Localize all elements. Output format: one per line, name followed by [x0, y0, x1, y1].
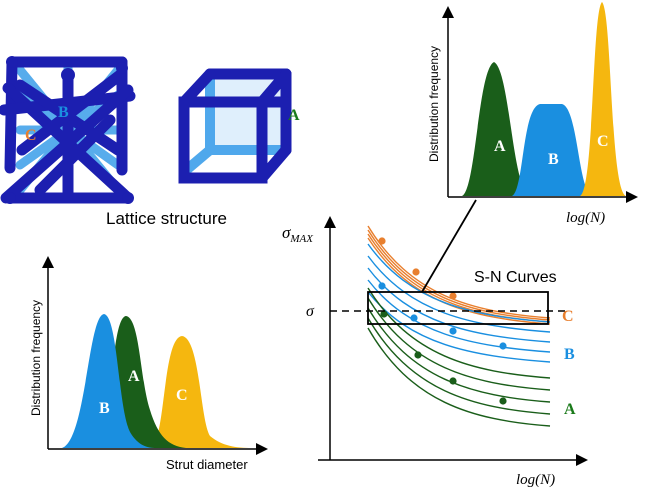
sn-title: S-N Curves: [474, 269, 557, 286]
sn-x-label: log(N): [516, 472, 555, 488]
sn-curve-a: [367, 317, 551, 415]
sn-point-b: [499, 342, 507, 350]
dist-top-peak-c: [580, 2, 626, 196]
dist-top-y-label: Distribution frequency: [427, 46, 441, 162]
lattice-label-c: C: [25, 127, 37, 144]
sn-curve-b: [367, 291, 551, 363]
dist-top-curves: [462, 2, 626, 196]
sn-y-label: σMAX: [282, 223, 314, 245]
sn-point-b: [449, 327, 457, 335]
sn-label-b: B: [564, 346, 575, 363]
sn-point-c: [449, 292, 457, 300]
lattice-cell-cube: A: [178, 68, 300, 184]
sn-curve-b: [367, 243, 551, 323]
sn-point-b: [410, 314, 418, 322]
sn-curve-b: [367, 255, 551, 333]
sn-curve-c: [367, 225, 551, 319]
sn-curve-b: [367, 279, 551, 353]
dist-top-label-c: C: [597, 133, 609, 150]
dist-bottom-peak-c: [150, 336, 252, 448]
dist-bottom-label-b: B: [99, 400, 110, 417]
lattice-label-a: A: [288, 107, 300, 124]
dist-top-peak-a: [462, 62, 530, 196]
sn-point-a: [449, 377, 457, 385]
sn-curve-a: [367, 327, 551, 427]
zoom-connector-left: [421, 199, 477, 293]
lattice-cell-complex: B C: [0, 56, 136, 204]
sn-curve-c: [367, 229, 551, 321]
sn-point-a: [499, 397, 507, 405]
sn-point-c: [378, 237, 386, 245]
sn-curve-a: [367, 307, 551, 403]
dist-top-label-b: B: [548, 151, 559, 168]
dist-top-peak-b: [512, 104, 592, 196]
sn-curves: [367, 225, 551, 427]
dist-top-x-label: log(N): [566, 210, 605, 226]
sn-point-a: [414, 351, 422, 359]
sn-point-b: [378, 282, 386, 290]
dist-bottom-peak-b: [62, 314, 156, 448]
sn-label-c: C: [562, 308, 574, 325]
sn-sigma-label: σ: [306, 303, 315, 320]
sn-label-a: A: [564, 401, 576, 418]
zoom-window: [367, 291, 549, 325]
lattice-label-b: B: [58, 104, 69, 121]
dist-bottom-panel: B A C Distribution frequency Strut diame…: [29, 256, 268, 472]
dist-bottom-label-c: C: [176, 387, 188, 404]
dist-top-label-a: A: [494, 138, 506, 155]
sn-panel: σMAX σ S-N Curves log(N) C B A: [282, 199, 588, 488]
lattice-caption: Lattice structure: [106, 209, 227, 228]
sn-curve-a: [367, 297, 551, 391]
dist-bottom-label-a: A: [128, 368, 140, 385]
dist-bottom-curves: [62, 314, 252, 448]
sn-point-a: [380, 310, 388, 318]
dist-bottom-x-label: Strut diameter: [166, 457, 248, 472]
sn-point-c: [412, 268, 420, 276]
dist-bottom-y-label: Distribution frequency: [29, 300, 43, 416]
dist-top-panel: A B C Distribution frequency log(N): [427, 2, 638, 226]
